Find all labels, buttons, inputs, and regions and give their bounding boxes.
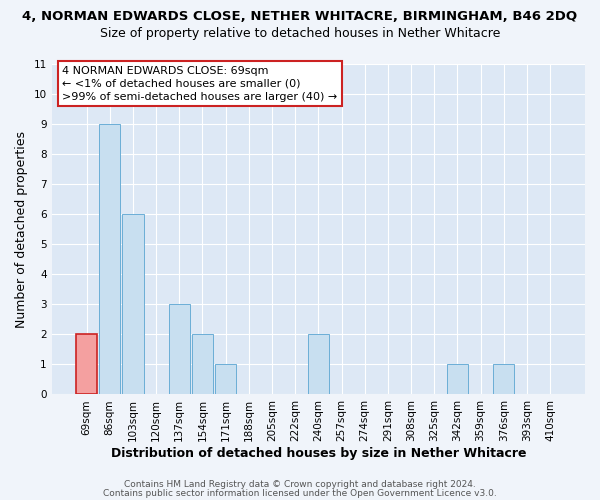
Bar <box>99 124 121 394</box>
X-axis label: Distribution of detached houses by size in Nether Whitacre: Distribution of detached houses by size … <box>110 447 526 460</box>
Text: Size of property relative to detached houses in Nether Whitacre: Size of property relative to detached ho… <box>100 28 500 40</box>
Text: 4, NORMAN EDWARDS CLOSE, NETHER WHITACRE, BIRMINGHAM, B46 2DQ: 4, NORMAN EDWARDS CLOSE, NETHER WHITACRE… <box>22 10 578 23</box>
Bar <box>122 214 143 394</box>
Text: Contains HM Land Registry data © Crown copyright and database right 2024.: Contains HM Land Registry data © Crown c… <box>124 480 476 489</box>
Bar <box>215 364 236 394</box>
Text: Contains public sector information licensed under the Open Government Licence v3: Contains public sector information licen… <box>103 490 497 498</box>
Bar <box>76 334 97 394</box>
Bar <box>493 364 514 394</box>
Text: 4 NORMAN EDWARDS CLOSE: 69sqm
← <1% of detached houses are smaller (0)
>99% of s: 4 NORMAN EDWARDS CLOSE: 69sqm ← <1% of d… <box>62 66 338 102</box>
Bar <box>169 304 190 394</box>
Bar <box>308 334 329 394</box>
Bar <box>192 334 213 394</box>
Y-axis label: Number of detached properties: Number of detached properties <box>15 130 28 328</box>
Bar <box>447 364 468 394</box>
